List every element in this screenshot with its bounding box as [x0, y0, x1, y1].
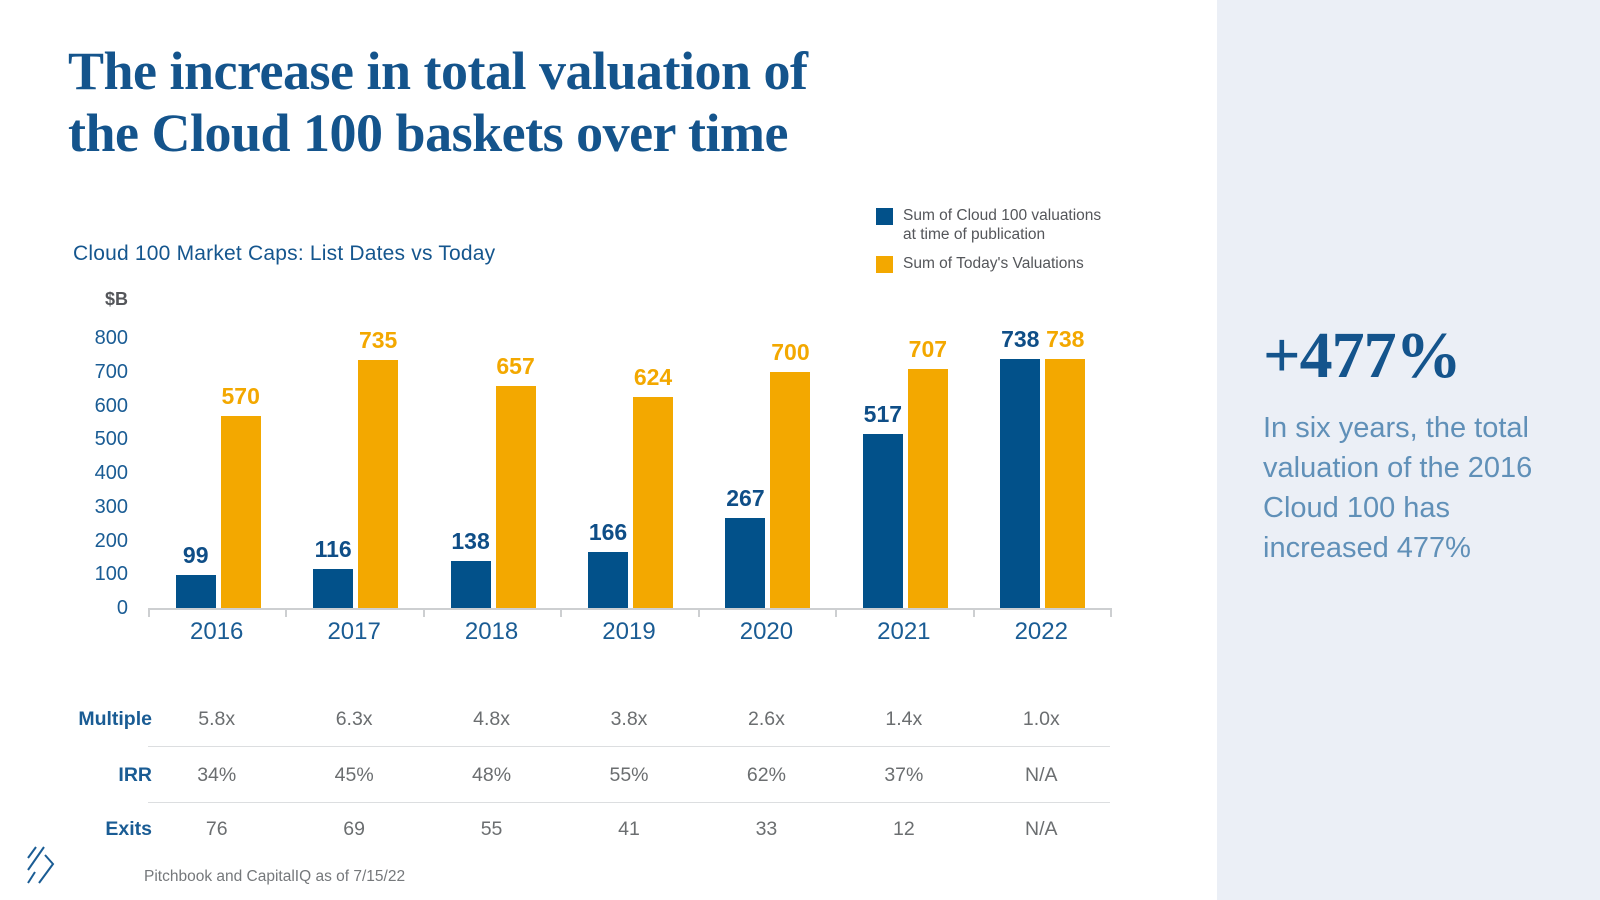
table-cell: 6.3x: [335, 708, 373, 730]
axis-tick: [835, 608, 838, 617]
bar-value-label: 166: [588, 518, 628, 545]
bar-value-label: 738: [1001, 325, 1040, 352]
table-cell: 37%: [884, 764, 924, 786]
bar-Cloud-2020: [725, 517, 766, 608]
table-cell: 1.0x: [1022, 708, 1060, 730]
bar-value-label: 99: [182, 541, 209, 568]
table-cell: 3.8x: [610, 708, 648, 730]
table-row-label: Exits: [105, 818, 152, 840]
page-title-line1: The increase in total valuation of: [68, 41, 808, 101]
y-axis-unit-label: $B: [104, 289, 128, 309]
bar-Cloud-2022: [1000, 358, 1041, 608]
bar-value-label: 517: [863, 400, 903, 427]
source-note: Pitchbook and CapitalIQ as of 7/15/22: [144, 868, 406, 885]
bar-Today's-2021: [907, 369, 948, 608]
bar-value-label: 700: [771, 338, 810, 365]
table-row-label: Multiple: [78, 708, 152, 730]
chart-subtitle: Cloud 100 Market Caps: List Dates vs Tod…: [73, 242, 496, 265]
table-cell: 55%: [609, 764, 649, 786]
bar-value-label: 657: [496, 353, 535, 380]
table-cell: N/A: [1025, 764, 1058, 786]
y-axis-tick-label: 0: [116, 597, 128, 619]
y-axis-tick-label: 700: [94, 360, 128, 383]
legend-item: Sum of Today's Valuations: [876, 254, 1106, 273]
table-cell: 62%: [746, 764, 786, 786]
x-axis-label: 2016: [190, 618, 244, 645]
y-axis-tick-label: 600: [94, 394, 128, 417]
y-axis-tick-label: 400: [94, 462, 128, 484]
bar-value-label: 138: [451, 528, 490, 555]
bar-Today's-2017: [358, 359, 399, 608]
table-cell: 12: [892, 818, 915, 840]
table-cell: 48%: [472, 764, 512, 786]
table-cell: 45%: [334, 764, 374, 786]
bar-Cloud-2019: [588, 551, 628, 608]
x-axis-label: 2019: [602, 618, 656, 645]
bar-Cloud-2016: [175, 574, 216, 608]
bar-Today's-2018: [495, 386, 536, 608]
table-cell: 76: [205, 818, 228, 840]
table-cell: 34%: [197, 764, 237, 786]
axis-tick: [1110, 608, 1112, 617]
legend-swatch-icon: [876, 208, 893, 225]
axis-tick: [148, 608, 150, 617]
legend-label: Sum of Today's Valuations: [903, 255, 1084, 272]
page-title: The increase in total valuation of the C…: [68, 40, 1068, 164]
table-cell: 33: [755, 818, 778, 840]
x-axis-label: 2022: [1014, 618, 1068, 645]
table-row-label: IRR: [118, 764, 152, 786]
legend-item: Sum of Cloud 100 valuations at time of p…: [876, 206, 1106, 244]
bar-value-label: 267: [726, 484, 765, 511]
table-cell: N/A: [1025, 818, 1058, 840]
stat-value: +477%: [1263, 319, 1462, 392]
stat-description: In six years, the total valuation of the…: [1263, 412, 1533, 564]
y-axis-tick-label: 800: [94, 327, 128, 349]
x-axis-baseline: [148, 608, 1110, 610]
x-axis-label: 2017: [327, 618, 381, 645]
y-axis-tick-label: 500: [94, 428, 128, 451]
x-axis-label: 2021: [877, 618, 931, 645]
table-cell: 4.8x: [473, 708, 510, 730]
axis-tick: [285, 608, 288, 617]
bar-Cloud-2018: [450, 561, 491, 608]
chart-legend: Sum of Cloud 100 valuations at time of p…: [876, 206, 1106, 283]
table-divider: [148, 802, 1110, 803]
highlight-panel: +477% In six years, the total valuation …: [1217, 0, 1600, 900]
axis-tick: [972, 608, 975, 617]
bar-value-label: 570: [221, 382, 260, 409]
bar-value-label: 116: [314, 535, 352, 562]
table-cell: 5.8x: [198, 708, 236, 730]
bar-Today's-2020: [770, 371, 811, 608]
bar-value-label: 735: [358, 326, 398, 353]
bar-Today's-2022: [1045, 358, 1086, 608]
page-title-line2: the Cloud 100 baskets over time: [68, 103, 789, 163]
axis-tick: [422, 608, 425, 617]
x-axis-label: 2020: [739, 618, 794, 645]
table-cell: 2.6x: [747, 708, 785, 730]
table-cell: 1.4x: [885, 708, 923, 730]
bar-Cloud-2021: [862, 433, 903, 608]
logo-mark-icon: [26, 845, 56, 890]
bar-value-label: 624: [633, 364, 673, 391]
legend-swatch-icon: [876, 256, 893, 273]
table-cell: 41: [618, 818, 640, 840]
table-divider: [148, 746, 1110, 747]
bar-Cloud-2017: [313, 568, 354, 608]
table-cell: 69: [343, 818, 365, 840]
bar-Today's-2019: [633, 397, 673, 608]
legend-label: Sum of Cloud 100 valuations at time of p…: [903, 207, 1102, 243]
bar-value-label: 707: [908, 336, 948, 363]
axis-tick: [697, 608, 700, 617]
y-axis-tick-label: 200: [94, 529, 128, 552]
axis-tick: [560, 608, 563, 617]
bar-value-label: 738: [1046, 325, 1085, 352]
y-axis-tick-label: 100: [94, 563, 128, 586]
table-cell: 55: [480, 818, 503, 840]
bar-Today's-2016: [220, 415, 261, 608]
y-axis-tick-label: 300: [94, 495, 128, 518]
x-axis-label: 2018: [464, 618, 519, 645]
